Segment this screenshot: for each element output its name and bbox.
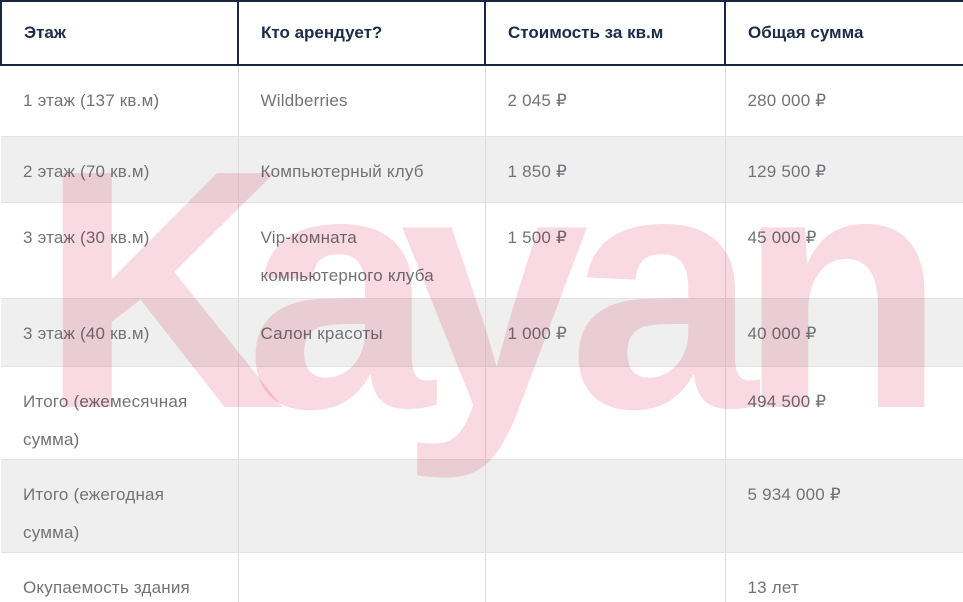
- cell-floor: 3 этаж (40 кв.м): [1, 298, 238, 367]
- cell-total: 40 000 ₽: [724, 298, 963, 367]
- cell-empty: [237, 459, 485, 553]
- cell-total: 280 000 ₽: [724, 65, 963, 137]
- column-header-floor: Этаж: [0, 0, 238, 66]
- cell-tenant: Wildberries: [237, 65, 485, 137]
- cell-price-per-sqm: 1 850 ₽: [484, 136, 725, 203]
- cell-tenant: Салон красоты: [237, 298, 485, 367]
- cell-label-yearly-total: Итого (ежегодная сумма): [1, 459, 238, 553]
- cell-tenant: Vip-комната компьютерного клуба: [237, 202, 485, 299]
- cell-total: 45 000 ₽: [724, 202, 963, 299]
- cell-empty: [484, 366, 725, 460]
- cell-label-monthly-total: Итого (ежемесячная сумма): [1, 366, 238, 460]
- rent-table-header: Этаж Кто арендует? Стоимость за кв.м Общ…: [0, 0, 963, 66]
- cell-label-payback: Окупаемость здания: [1, 552, 238, 602]
- cell-price-per-sqm: 2 045 ₽: [484, 65, 725, 137]
- cell-floor: 3 этаж (30 кв.м): [1, 202, 238, 299]
- cell-tenant: Компьютерный клуб: [237, 136, 485, 203]
- column-header-total: Общая сумма: [724, 0, 963, 66]
- cell-total: 494 500 ₽: [724, 366, 963, 460]
- table-row: 3 этаж (30 кв.м) Vip-комната компьютерно…: [1, 202, 963, 299]
- table-row: Итого (ежегодная сумма) 5 934 000 ₽: [1, 459, 963, 553]
- cell-empty: [237, 366, 485, 460]
- cell-total: 13 лет: [724, 552, 963, 602]
- cell-price-per-sqm: 1 000 ₽: [484, 298, 725, 367]
- cell-price-per-sqm: 1 500 ₽: [484, 202, 725, 299]
- column-header-price-per-sqm: Стоимость за кв.м: [484, 0, 725, 66]
- cell-total: 5 934 000 ₽: [724, 459, 963, 553]
- cell-floor: 1 этаж (137 кв.м): [1, 65, 238, 137]
- cell-empty: [484, 459, 725, 553]
- table-row: 3 этаж (40 кв.м) Салон красоты 1 000 ₽ 4…: [1, 298, 963, 367]
- cell-empty: [484, 552, 725, 602]
- cell-floor: 2 этаж (70 кв.м): [1, 136, 238, 203]
- cell-total: 129 500 ₽: [724, 136, 963, 203]
- table-row: Окупаемость здания 13 лет: [1, 552, 963, 602]
- table-row: Итого (ежемесячная сумма) 494 500 ₽: [1, 366, 963, 460]
- table-row: 1 этаж (137 кв.м) Wildberries 2 045 ₽ 28…: [1, 65, 963, 137]
- column-header-tenant: Кто арендует?: [237, 0, 485, 66]
- cell-empty: [237, 552, 485, 602]
- table-row: 2 этаж (70 кв.м) Компьютерный клуб 1 850…: [1, 136, 963, 203]
